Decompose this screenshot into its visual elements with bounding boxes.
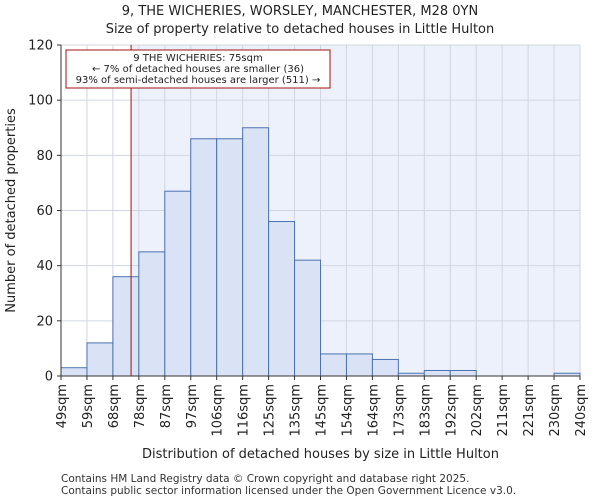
x-tick-label: 145sqm	[315, 384, 330, 437]
footer-licence: Contains public sector information licen…	[61, 485, 517, 497]
y-axis-label: Number of detached properties	[4, 108, 19, 313]
histogram-bar[interactable]	[423, 369, 451, 377]
histogram-bar[interactable]	[294, 259, 321, 377]
annotation-line: 9 THE WICHERIES: 75sqm	[133, 53, 262, 64]
histogram-bar[interactable]	[86, 342, 114, 377]
chart-subtitle: Size of property relative to detached ho…	[105, 22, 495, 37]
histogram-bar[interactable]	[60, 367, 88, 377]
y-tick-label: 100	[28, 94, 53, 109]
x-tick-label: 211sqm	[496, 384, 511, 437]
x-tick-label: 164sqm	[366, 384, 381, 437]
y-tick-label: 80	[36, 149, 53, 164]
x-tick-label: 68sqm	[107, 384, 122, 428]
x-axis-label: Distribution of detached houses by size …	[142, 447, 499, 462]
histogram-bar[interactable]	[242, 127, 270, 377]
histogram-bar[interactable]	[190, 138, 218, 377]
x-tick-label: 97sqm	[185, 384, 200, 428]
x-tick-label: 192sqm	[444, 384, 459, 437]
x-tick-label: 230sqm	[548, 384, 563, 437]
y-tick-label: 60	[36, 204, 53, 219]
y-tick-label: 20	[36, 314, 53, 329]
x-tick-label: 59sqm	[81, 384, 96, 428]
x-tick-label: 154sqm	[340, 384, 355, 437]
histogram-bar[interactable]	[371, 358, 399, 377]
x-tick-label: 173sqm	[392, 384, 407, 437]
histogram-bar[interactable]	[112, 276, 140, 377]
x-tick-label: 87sqm	[159, 384, 174, 428]
histogram-bar[interactable]	[138, 251, 166, 377]
histogram-bar[interactable]	[345, 353, 373, 377]
annotation-box	[65, 49, 331, 89]
x-tick-label: 183sqm	[418, 384, 433, 437]
annotation-line: ← 7% of detached houses are smaller (36)	[92, 64, 304, 75]
footer-copyright: Contains HM Land Registry data © Crown c…	[61, 473, 470, 485]
y-tick-label: 40	[36, 259, 53, 274]
histogram-bar[interactable]	[320, 353, 347, 377]
x-tick-label: 49sqm	[55, 384, 70, 428]
histogram-bar[interactable]	[164, 190, 192, 377]
annotation-line: 93% of semi-detached houses are larger (…	[76, 75, 321, 86]
x-tick-label: 135sqm	[289, 384, 304, 437]
histogram-bar[interactable]	[268, 221, 296, 377]
x-tick-label: 221sqm	[522, 384, 537, 437]
x-tick-label: 240sqm	[574, 384, 589, 437]
x-tick-label: 202sqm	[470, 384, 485, 437]
histogram-bar[interactable]	[216, 138, 244, 377]
histogram-bar[interactable]	[449, 369, 477, 377]
chart-title: 9, THE WICHERIES, WORSLEY, MANCHESTER, M…	[121, 4, 479, 19]
x-tick-label: 116sqm	[237, 384, 252, 437]
y-tick-label: 120	[28, 39, 53, 54]
x-tick-label: 78sqm	[133, 384, 148, 428]
y-tick-label: 0	[45, 370, 53, 385]
x-tick-label: 125sqm	[263, 384, 278, 437]
x-tick-label: 106sqm	[211, 384, 226, 437]
